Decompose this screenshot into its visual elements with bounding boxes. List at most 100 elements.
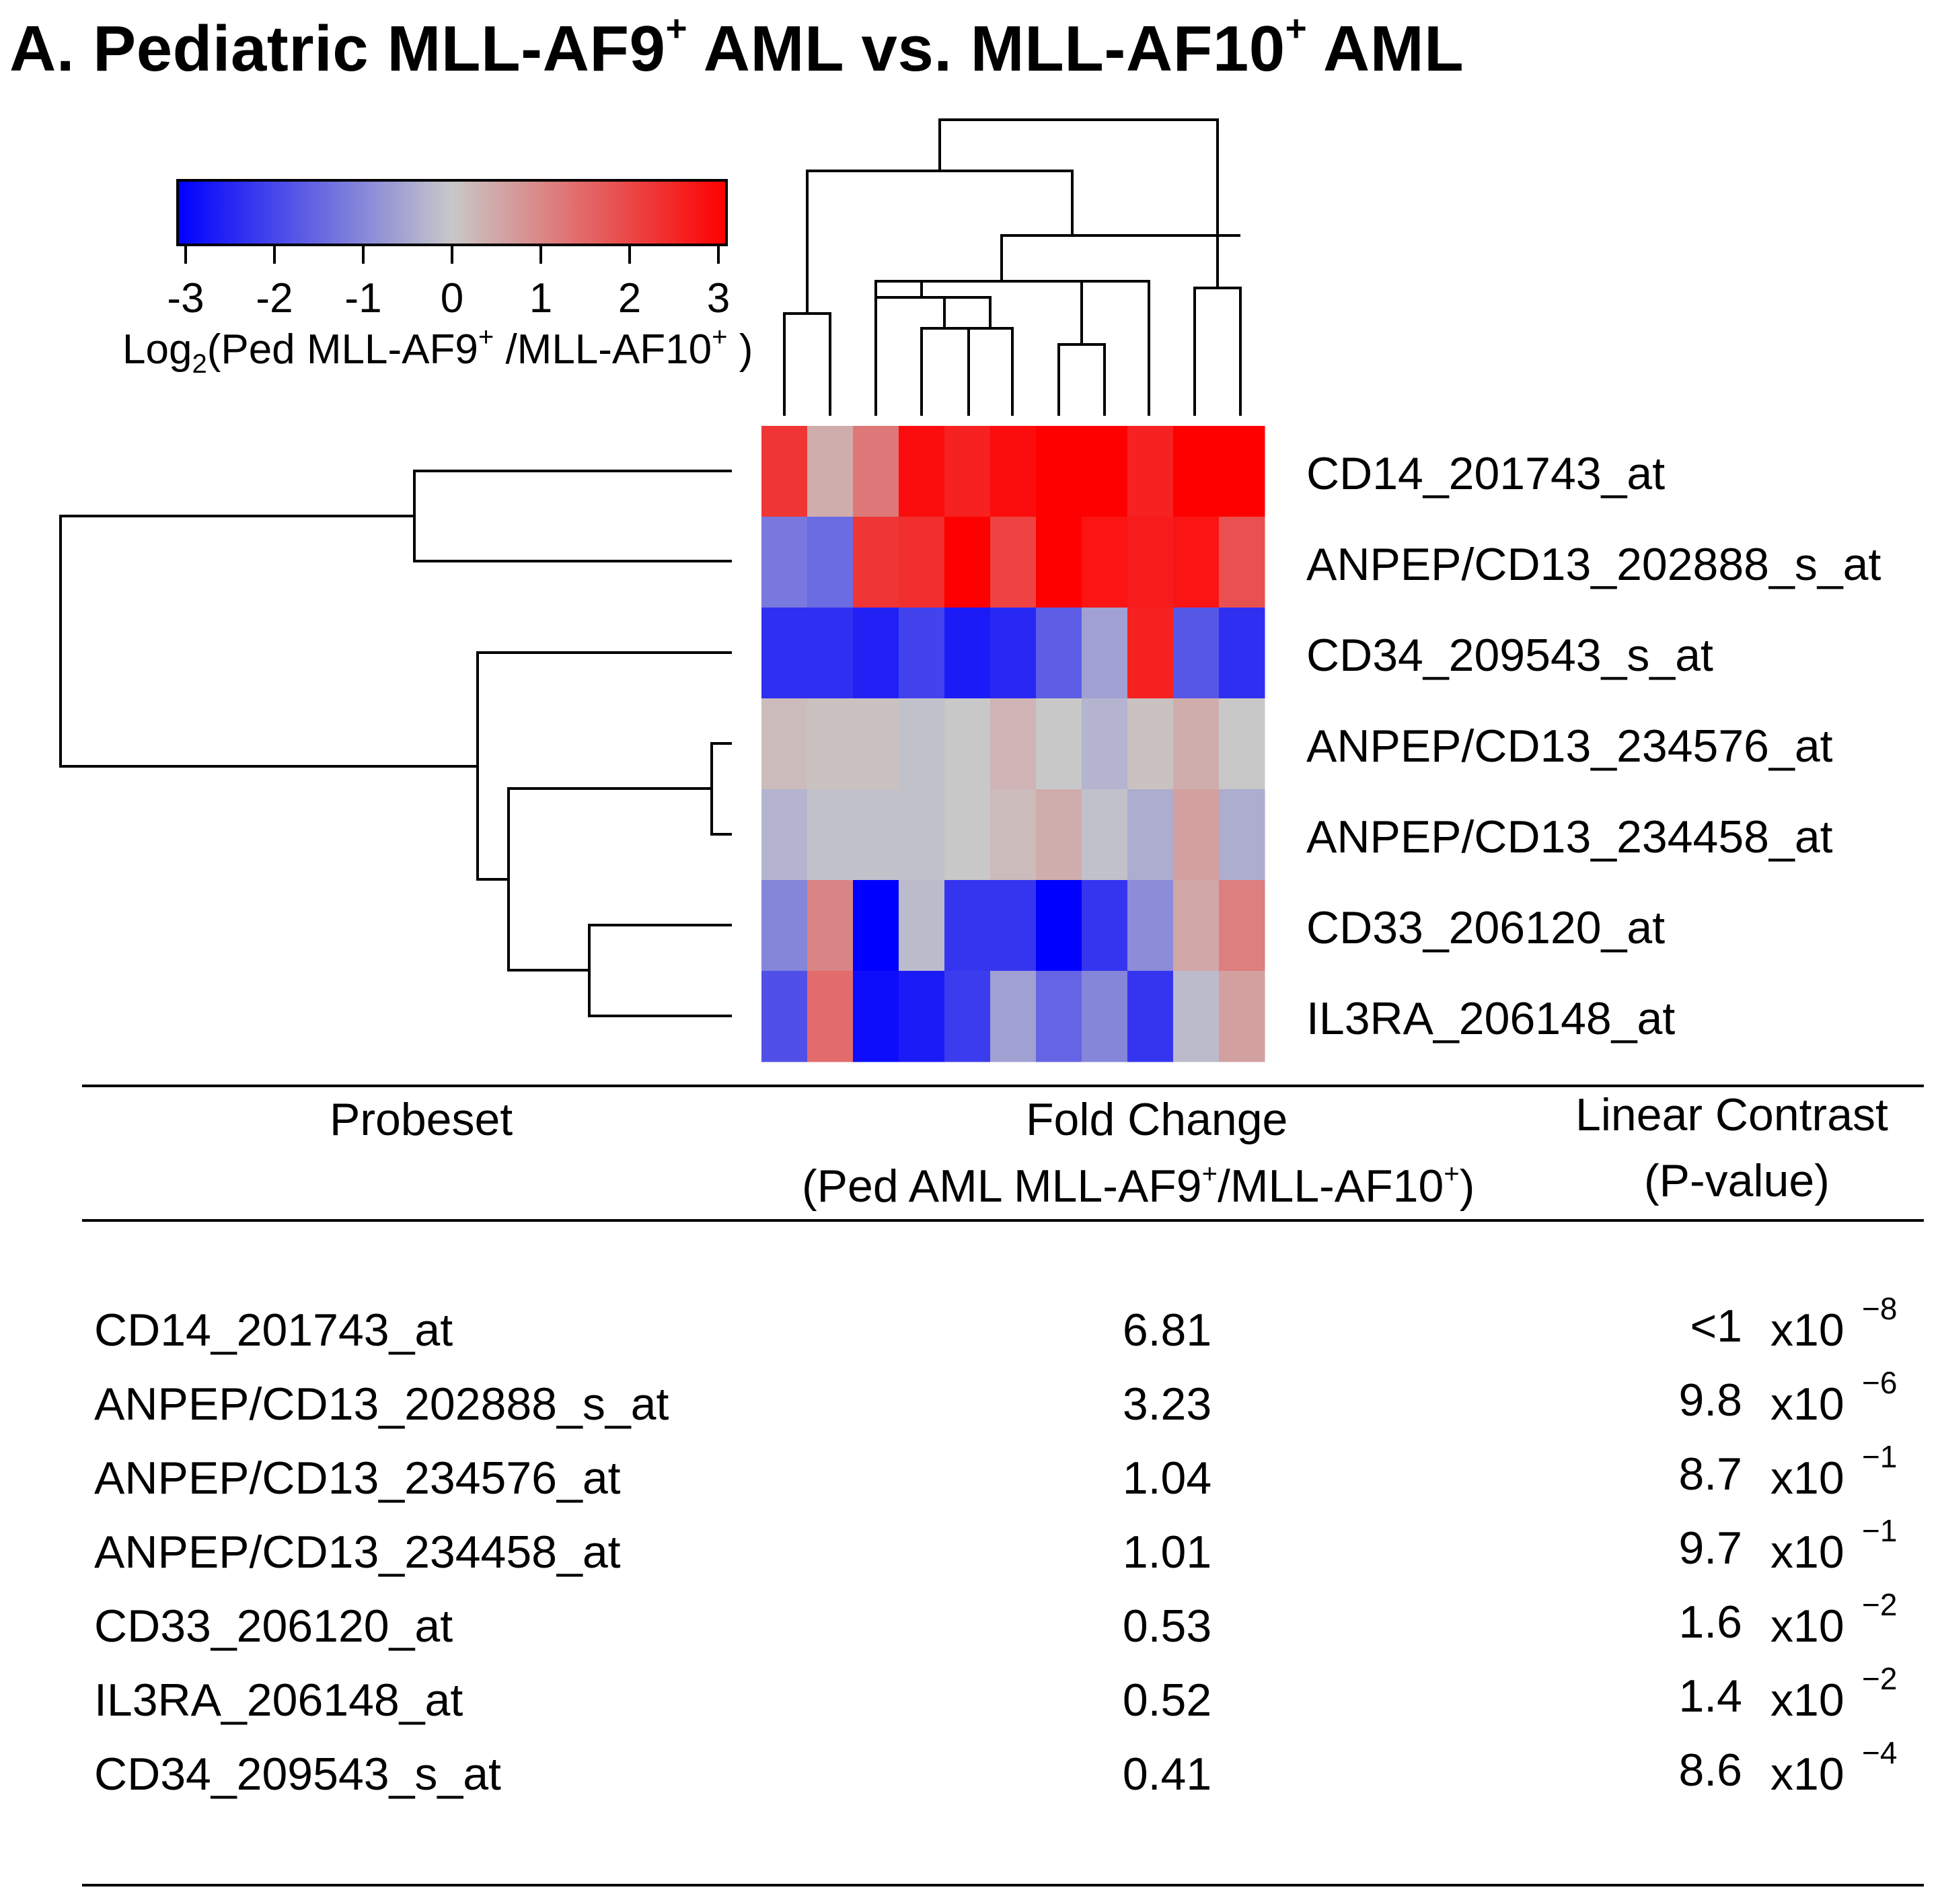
- heatmap-cell: [899, 880, 945, 972]
- heatmap-cell: [807, 789, 854, 881]
- heatmap-row-labels: CD14_201743_at ANPEP/CD13_202888_s_at CD…: [1306, 448, 1881, 1044]
- colorbar-tick-label: -2: [256, 275, 293, 322]
- table-cell-fold-change: 1.01: [1122, 1527, 1212, 1578]
- title-prefix: A. Pediatric MLL-AF9: [9, 13, 666, 85]
- title-sup-2: +: [1285, 7, 1308, 49]
- heatmap-cell: [990, 608, 1037, 699]
- heatmap-cell: [1082, 426, 1128, 517]
- heatmap-cell: [1036, 880, 1082, 972]
- heatmap-cell: [1082, 608, 1128, 699]
- heatmap-cell: [1173, 608, 1220, 699]
- title-suffix: AML: [1307, 13, 1464, 85]
- heatmap-cell: [1127, 517, 1174, 608]
- heatmap-cell: [1036, 971, 1082, 1062]
- heatmap-cell: [1173, 698, 1220, 790]
- header-fold-change-sub: (Ped AML MLL-AF9+/MLL-AF10+): [802, 1160, 1474, 1212]
- heatmap-cell: [807, 426, 854, 517]
- heatmap-cell: [761, 789, 808, 881]
- table-cell-probeset: ANPEP/CD13_202888_s_at: [94, 1379, 669, 1430]
- table-cell-p-mantissa: 9.8: [1678, 1375, 1742, 1426]
- heatmap-cell: [990, 426, 1037, 517]
- heatmap-cell: [990, 698, 1037, 790]
- heatmap-cell: [1219, 517, 1265, 608]
- heatmap-cell: [944, 880, 991, 972]
- heatmap-cell: [853, 517, 899, 608]
- heatmap-cell: [944, 426, 991, 517]
- table-cell-fold-change: 1.04: [1122, 1453, 1212, 1504]
- heatmap-cell: [1127, 698, 1174, 790]
- table-cell-p-exponent: −6: [1862, 1365, 1898, 1400]
- heatmap-cell: [1219, 880, 1265, 972]
- heatmap-cell: [853, 789, 899, 881]
- heatmap-cell: [853, 971, 899, 1062]
- heatmap-cell: [1082, 789, 1128, 881]
- header-linear-contrast: Linear Contrast: [1575, 1089, 1888, 1140]
- colorbar-ticks: -3 -2 -1 0 1 2 3: [167, 245, 730, 322]
- colorbar-tick-label: 2: [618, 275, 641, 322]
- heatmap-cell: [761, 426, 808, 517]
- colorbar-label-mid2: /MLL-AF10: [494, 326, 712, 373]
- heatmap-cell: [1219, 426, 1265, 517]
- row-label: CD34_209543_s_at: [1306, 630, 1713, 681]
- table-cell-p-mantissa: 8.6: [1678, 1745, 1742, 1796]
- heatmap-cell: [1127, 608, 1174, 699]
- row-label: CD14_201743_at: [1306, 448, 1665, 499]
- heatmap-cell: [1219, 971, 1265, 1062]
- table-cell-p-mantissa: 8.7: [1678, 1449, 1742, 1500]
- colorbar-label-mid: (Ped MLL-AF9: [207, 326, 478, 373]
- heatmap-cell: [1219, 698, 1265, 790]
- table-cell-p-mantissa: 1.6: [1678, 1597, 1742, 1648]
- heatmap-cell: [1036, 517, 1082, 608]
- row-label: IL3RA_206148_at: [1306, 993, 1675, 1044]
- row-label: ANPEP/CD13_234458_at: [1306, 811, 1833, 863]
- heatmap-cell: [853, 880, 899, 972]
- heatmap-cell: [853, 426, 899, 517]
- heatmap-cell: [1127, 880, 1174, 972]
- table-cell-p-base: x10: [1770, 1453, 1844, 1504]
- table-cell-p-base: x10: [1770, 1305, 1844, 1356]
- table-cell-probeset: IL3RA_206148_at: [94, 1675, 463, 1726]
- heatmap-cell: [761, 608, 808, 699]
- heatmap-cell: [1173, 426, 1220, 517]
- table-cell-p-mantissa: 1.4: [1678, 1671, 1742, 1722]
- table-cell-p-exponent: −1: [1862, 1439, 1898, 1474]
- heatmap-cell: [807, 880, 854, 972]
- heatmap-cell: [899, 608, 945, 699]
- table-cell-probeset: CD14_201743_at: [94, 1305, 453, 1356]
- table-cell-fold-change: 6.81: [1122, 1305, 1212, 1356]
- heatmap-cell: [899, 517, 945, 608]
- heatmap-cell: [1173, 789, 1220, 881]
- heatmap-cell: [990, 789, 1037, 881]
- heatmap-cell: [899, 426, 945, 517]
- heatmap-cell: [1036, 789, 1082, 881]
- heatmap-cell: [944, 789, 991, 881]
- heatmap-cell: [1127, 789, 1174, 881]
- row-label: ANPEP/CD13_234576_at: [1306, 721, 1833, 772]
- table-cell-p-mantissa: 9.7: [1678, 1523, 1742, 1574]
- table-cell-p-mantissa: <1: [1690, 1301, 1742, 1352]
- heatmap-cell: [944, 698, 991, 790]
- fold-sub-sup-2: +: [1444, 1159, 1460, 1189]
- heatmap-cell: [990, 517, 1037, 608]
- heatmap-cell: [1173, 971, 1220, 1062]
- heatmap-cell: [807, 517, 854, 608]
- heatmap-cell: [761, 698, 808, 790]
- heatmap-cells: [761, 426, 1265, 1062]
- heatmap-cell: [899, 971, 945, 1062]
- table-cell-probeset: ANPEP/CD13_234458_at: [94, 1527, 621, 1578]
- colorbar-label-sup-1: +: [478, 322, 494, 352]
- heatmap-cell: [761, 971, 808, 1062]
- heatmap-cell: [1036, 426, 1082, 517]
- table-cell-p-base: x10: [1770, 1749, 1844, 1800]
- header-p-value: (P-value): [1644, 1155, 1830, 1206]
- colorbar-label-pre: Log: [122, 326, 192, 373]
- table-bottom-rule: [82, 1884, 1924, 1887]
- heatmap-cell: [990, 880, 1037, 972]
- heatmap-figure: -3 -2 -1 0 1 2 3 Log2(Ped MLL-AF9+ /MLL-AF10+ …: [59, 118, 1881, 1062]
- colorbar-tick-label: -3: [167, 275, 204, 322]
- colorbar: [176, 179, 728, 246]
- heatmap-cell: [1127, 971, 1174, 1062]
- table-cell-probeset: ANPEP/CD13_234576_at: [94, 1453, 621, 1504]
- header-probeset: Probeset: [330, 1094, 513, 1145]
- table-cell-p-exponent: −2: [1862, 1661, 1898, 1696]
